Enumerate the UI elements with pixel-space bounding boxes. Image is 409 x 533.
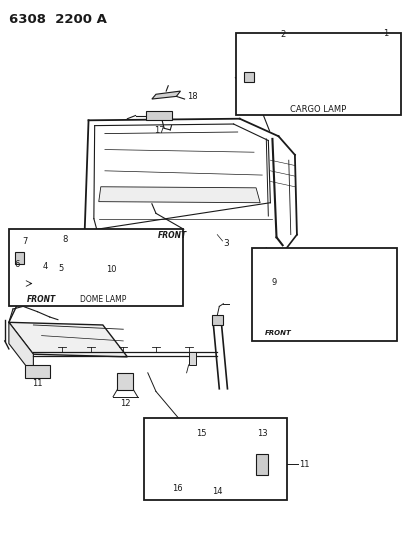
Text: 2: 2 [279, 30, 285, 39]
Polygon shape [151, 463, 265, 484]
Text: 6308  2200 A: 6308 2200 A [9, 13, 106, 26]
Bar [256, 454, 267, 475]
Polygon shape [267, 306, 280, 314]
Text: 1: 1 [382, 29, 387, 38]
Text: 12: 12 [120, 399, 130, 408]
Polygon shape [99, 187, 260, 203]
Text: 5: 5 [58, 264, 64, 272]
Bar [188, 352, 196, 365]
Bar [235, 33, 400, 115]
Polygon shape [9, 322, 33, 375]
Text: 17: 17 [153, 126, 164, 135]
Text: 15: 15 [195, 430, 206, 439]
Text: 11: 11 [298, 460, 309, 469]
Polygon shape [254, 442, 265, 484]
Text: FRONT: FRONT [265, 330, 291, 336]
Text: 8: 8 [62, 236, 67, 245]
Bar [144, 418, 286, 500]
Bar [145, 111, 172, 120]
Polygon shape [9, 322, 127, 357]
Text: 14: 14 [211, 487, 222, 496]
Polygon shape [139, 248, 155, 269]
Text: 11: 11 [32, 379, 43, 388]
Text: 18: 18 [186, 92, 197, 101]
Text: 4: 4 [43, 262, 48, 271]
Bar [117, 373, 133, 390]
Polygon shape [151, 442, 164, 484]
Text: 10: 10 [106, 265, 116, 273]
Text: FRONT: FRONT [27, 295, 56, 304]
Bar [212, 316, 222, 325]
Text: FRONT: FRONT [157, 231, 187, 240]
Bar [15, 252, 24, 264]
Polygon shape [11, 269, 26, 277]
Bar [243, 72, 254, 82]
Polygon shape [254, 38, 388, 70]
Text: CARGO LAMP: CARGO LAMP [290, 105, 346, 114]
Text: 13: 13 [256, 430, 267, 439]
Text: 16: 16 [171, 483, 182, 492]
Text: 9: 9 [271, 278, 276, 287]
Polygon shape [151, 91, 180, 99]
Bar [25, 365, 49, 378]
Text: 6: 6 [14, 261, 20, 269]
Text: 3: 3 [223, 239, 229, 248]
Text: 7: 7 [22, 237, 28, 246]
Bar [252, 248, 396, 341]
Bar [9, 229, 182, 306]
Polygon shape [151, 442, 265, 463]
Polygon shape [23, 248, 145, 261]
Text: DOME LAMP: DOME LAMP [80, 295, 126, 304]
